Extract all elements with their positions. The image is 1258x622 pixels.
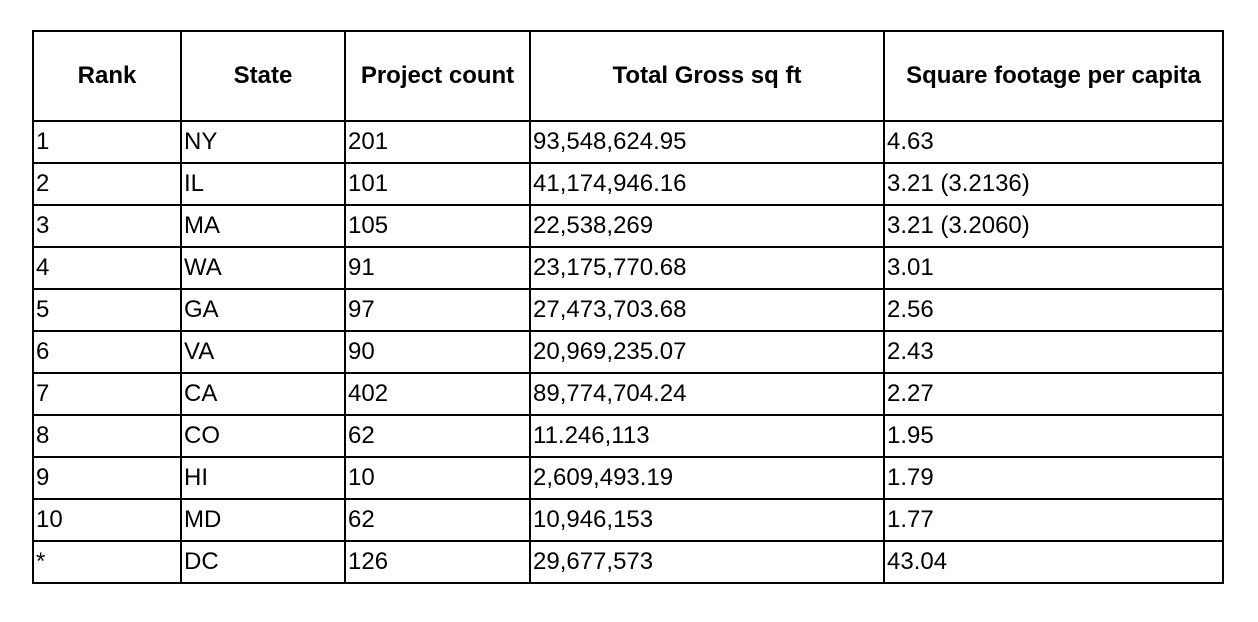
cell-state: HI (180, 456, 346, 500)
cell-project-count: 101 (344, 162, 531, 206)
cell-project-count: 90 (344, 330, 531, 374)
cell-rank: 5 (32, 288, 182, 332)
cell-rank: 7 (32, 372, 182, 416)
cell-total-gross: 2,609,493.19 (529, 456, 885, 500)
header-project-count: Project count (344, 30, 531, 122)
cell-project-count: 62 (344, 414, 531, 458)
cell-rank: 10 (32, 498, 182, 542)
cell-state: MA (180, 204, 346, 248)
table-row: 9 HI 10 2,609,493.19 1.79 (32, 456, 1224, 500)
table-row: 10 MD 62 10,946,153 1.77 (32, 498, 1224, 542)
cell-project-count: 97 (344, 288, 531, 332)
header-total-gross: Total Gross sq ft (529, 30, 885, 122)
cell-project-count: 10 (344, 456, 531, 500)
cell-total-gross: 11.246,113 (529, 414, 885, 458)
cell-state: CO (180, 414, 346, 458)
table-header: Rank State Project count Total Gross sq … (32, 30, 1224, 122)
table-row: 3 MA 105 22,538,269 3.21 (3.2060) (32, 204, 1224, 248)
cell-project-count: 91 (344, 246, 531, 290)
cell-state: DC (180, 540, 346, 584)
cell-total-gross: 22,538,269 (529, 204, 885, 248)
cell-total-gross: 89,774,704.24 (529, 372, 885, 416)
cell-rank: 3 (32, 204, 182, 248)
table-row: 6 VA 90 20,969,235.07 2.43 (32, 330, 1224, 374)
table-row: 5 GA 97 27,473,703.68 2.56 (32, 288, 1224, 332)
cell-rank: 2 (32, 162, 182, 206)
cell-per-capita: 1.79 (883, 456, 1224, 500)
table-row: * DC 126 29,677,573 43.04 (32, 540, 1224, 584)
cell-rank: 1 (32, 120, 182, 164)
cell-rank: 6 (32, 330, 182, 374)
cell-project-count: 126 (344, 540, 531, 584)
header-state: State (180, 30, 346, 122)
cell-total-gross: 29,677,573 (529, 540, 885, 584)
cell-project-count: 62 (344, 498, 531, 542)
cell-per-capita: 3.21 (3.2060) (883, 204, 1224, 248)
cell-state: NY (180, 120, 346, 164)
cell-total-gross: 27,473,703.68 (529, 288, 885, 332)
table-row: 1 NY 201 93,548,624.95 4.63 (32, 120, 1224, 164)
cell-state: MD (180, 498, 346, 542)
cell-total-gross: 93,548,624.95 (529, 120, 885, 164)
cell-rank: 8 (32, 414, 182, 458)
cell-per-capita: 1.95 (883, 414, 1224, 458)
header-rank: Rank (32, 30, 182, 122)
cell-rank: * (32, 540, 182, 584)
cell-per-capita: 3.01 (883, 246, 1224, 290)
cell-per-capita: 2.43 (883, 330, 1224, 374)
cell-state: GA (180, 288, 346, 332)
state-ranking-table: Rank State Project count Total Gross sq … (32, 30, 1224, 584)
cell-total-gross: 41,174,946.16 (529, 162, 885, 206)
cell-rank: 4 (32, 246, 182, 290)
cell-per-capita: 2.27 (883, 372, 1224, 416)
cell-state: IL (180, 162, 346, 206)
cell-rank: 9 (32, 456, 182, 500)
cell-state: CA (180, 372, 346, 416)
cell-project-count: 201 (344, 120, 531, 164)
cell-project-count: 402 (344, 372, 531, 416)
cell-project-count: 105 (344, 204, 531, 248)
cell-per-capita: 2.56 (883, 288, 1224, 332)
cell-state: WA (180, 246, 346, 290)
cell-state: VA (180, 330, 346, 374)
cell-total-gross: 23,175,770.68 (529, 246, 885, 290)
cell-per-capita: 43.04 (883, 540, 1224, 584)
header-per-capita: Square footage per capita (883, 30, 1224, 122)
table-body: 1 NY 201 93,548,624.95 4.63 2 IL 101 41,174,946.… (32, 120, 1224, 584)
cell-total-gross: 20,969,235.07 (529, 330, 885, 374)
cell-per-capita: 3.21 (3.2136) (883, 162, 1224, 206)
table-row: 4 WA 91 23,175,770.68 3.01 (32, 246, 1224, 290)
table-row: 7 CA 402 89,774,704.24 2.27 (32, 372, 1224, 416)
cell-total-gross: 10,946,153 (529, 498, 885, 542)
table-row: 8 CO 62 11.246,113 1.95 (32, 414, 1224, 458)
header-row: Rank State Project count Total Gross sq … (32, 30, 1224, 122)
cell-per-capita: 4.63 (883, 120, 1224, 164)
table-row: 2 IL 101 41,174,946.16 3.21 (3.2136) (32, 162, 1224, 206)
cell-per-capita: 1.77 (883, 498, 1224, 542)
